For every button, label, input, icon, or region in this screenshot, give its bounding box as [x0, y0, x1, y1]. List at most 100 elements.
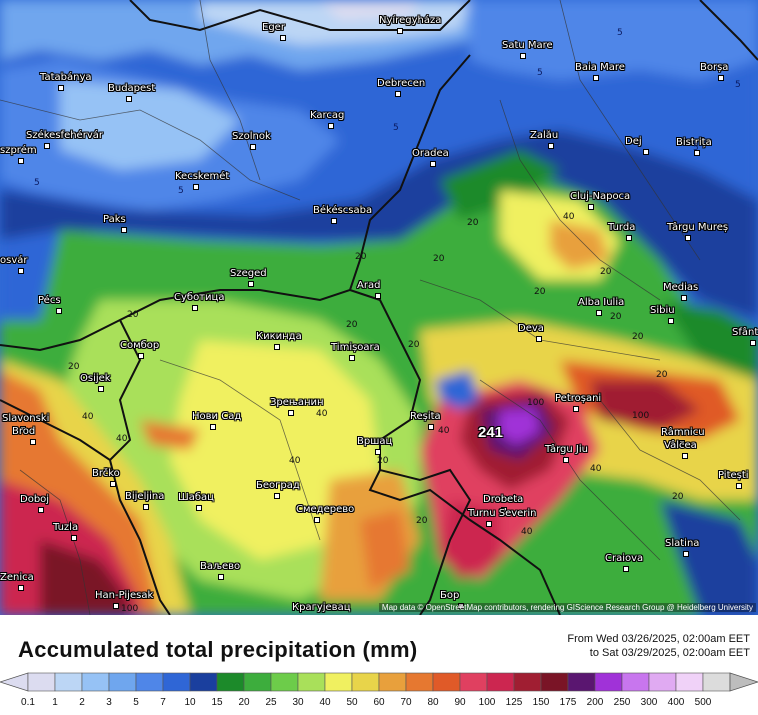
city-label: Arad: [357, 280, 381, 291]
city-marker: [328, 123, 334, 129]
city-label: Смедерево: [296, 504, 355, 515]
city-label: Nyíregyháza: [379, 15, 442, 26]
scale-swatch: [432, 672, 461, 692]
scale-swatch: [702, 672, 731, 692]
scale-swatch: [675, 672, 704, 692]
city-marker: [520, 53, 526, 59]
city-label: osvár: [0, 255, 28, 266]
contour-label: 100: [632, 411, 650, 421]
city-marker: [30, 439, 36, 445]
scale-swatch: [459, 672, 488, 692]
contour-label: 100: [527, 398, 545, 408]
city-label: Szeged: [230, 268, 267, 279]
city-marker: [196, 505, 202, 511]
city-label: Sibiu: [650, 305, 675, 316]
city-label: Tatabánya: [40, 72, 92, 83]
scale-swatch: [594, 672, 623, 692]
scale-tick-label: 1: [52, 697, 58, 708]
contour-label: 40: [82, 412, 94, 422]
city-marker: [643, 149, 649, 155]
city-marker: [596, 310, 602, 316]
contour-label: 20: [656, 370, 668, 380]
city-marker: [430, 161, 436, 167]
city-marker: [18, 158, 24, 164]
scale-tick-label: 50: [346, 697, 358, 708]
scale-tick-label: 125: [505, 697, 523, 708]
scale-tick-label: 0.1: [21, 697, 35, 708]
period-end: to Sat 03/29/2025, 02:00am EET: [589, 647, 750, 659]
city-label: Pécs: [38, 295, 61, 306]
scale-tick-label: 80: [427, 697, 439, 708]
city-marker: [593, 75, 599, 81]
city-marker: [573, 406, 579, 412]
scale-tick-label: 15: [211, 697, 223, 708]
contour-label: 20: [433, 254, 445, 264]
city-marker: [20, 426, 26, 432]
city-label: Szolnok: [232, 131, 271, 142]
city-label: Debrecen: [377, 78, 426, 89]
city-label: Oradea: [412, 148, 449, 159]
max-precip-label: 241: [478, 424, 504, 441]
scale-min-arrow: [0, 672, 29, 692]
contour-label: 20: [632, 332, 644, 342]
contour-label: 5: [537, 68, 543, 78]
city-marker: [193, 184, 199, 190]
city-label: Han-Pijesak: [95, 590, 154, 601]
city-marker: [126, 96, 132, 102]
city-label: Slatina: [665, 538, 700, 549]
scale-tick-label: 90: [454, 697, 466, 708]
scale-swatch: [486, 672, 515, 692]
scale-swatch: [270, 672, 299, 692]
contour-label: 20: [467, 218, 479, 228]
city-label: Drobeta: [483, 494, 524, 505]
city-label: Satu Mare: [502, 40, 553, 51]
city-label: Timișoara: [331, 342, 380, 353]
city-label: Бор: [440, 590, 460, 601]
scale-max-arrow: [729, 672, 758, 692]
scale-tick-label: 400: [667, 697, 685, 708]
city-marker: [44, 143, 50, 149]
scale-tick-label: 30: [292, 697, 304, 708]
city-marker: [685, 235, 691, 241]
scale-tick-label: 150: [532, 697, 550, 708]
city-label: Székesfehérvár: [26, 130, 103, 141]
contour-label: 20: [416, 516, 428, 526]
city-marker: [143, 504, 149, 510]
scale-tick-label: 175: [559, 697, 577, 708]
city-marker: [18, 268, 24, 274]
city-label: Borșa: [700, 62, 729, 73]
color-scale-bar: [0, 672, 758, 692]
city-marker: [314, 517, 320, 523]
city-marker: [397, 28, 403, 34]
city-marker: [248, 281, 254, 287]
city-marker: [110, 481, 116, 487]
city-label: Reșita: [410, 411, 441, 422]
city-marker: [718, 75, 724, 81]
city-marker: [210, 424, 216, 430]
city-marker: [395, 91, 401, 97]
scale-swatch: [243, 672, 272, 692]
city-marker: [331, 218, 337, 224]
scale-tick-label: 2: [79, 697, 85, 708]
precipitation-map[interactable]: Eger Nyíregyháza Satu Mare Baia Mare Borșa Ta…: [0, 0, 758, 615]
scale-swatch: [621, 672, 650, 692]
city-marker: [682, 453, 688, 459]
scale-swatch: [162, 672, 191, 692]
city-marker: [588, 204, 594, 210]
contour-label: 20: [377, 456, 389, 466]
city-marker: [548, 143, 554, 149]
city-label: Vâlcea: [664, 440, 697, 451]
city-label: Turnu Severin: [468, 508, 537, 519]
contour-label: 20: [346, 320, 358, 330]
scale-swatch: [351, 672, 380, 692]
city-label: Ваљево: [200, 561, 241, 572]
city-marker: [113, 603, 119, 609]
precipitation-field: [0, 0, 758, 615]
city-label: Кикинда: [256, 331, 302, 342]
city-label: Karcag: [310, 110, 345, 121]
city-marker: [375, 293, 381, 299]
scale-tick-label: 100: [478, 697, 496, 708]
city-label: Târgu Jiu: [545, 444, 588, 455]
city-marker: [38, 507, 44, 513]
time-period: From Wed 03/26/2025, 02:00am EET to Sat …: [567, 632, 750, 660]
